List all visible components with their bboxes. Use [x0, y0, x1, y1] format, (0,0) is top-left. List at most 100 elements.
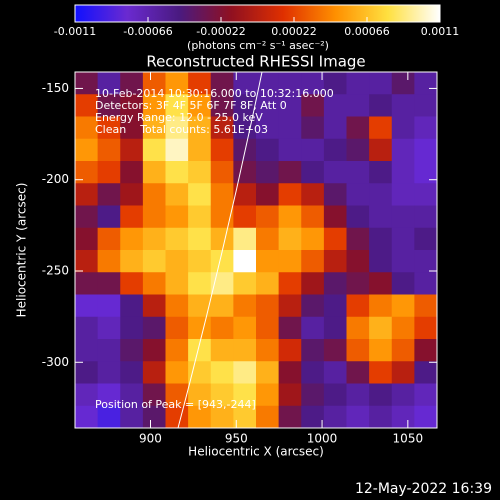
cell: [278, 339, 302, 362]
cell: [346, 94, 370, 117]
cell: [346, 227, 370, 251]
cell: [75, 405, 99, 428]
cell: [75, 250, 99, 273]
cell: [210, 94, 234, 117]
cell: [391, 161, 415, 184]
cell: [414, 294, 437, 318]
cell: [120, 361, 144, 384]
cell: [301, 205, 325, 229]
cell: [188, 339, 212, 362]
cell: [391, 138, 415, 162]
cell: [369, 205, 393, 229]
cell: [97, 161, 121, 184]
cell: [346, 339, 370, 362]
footer: 12-May-2022 16:39: [355, 481, 492, 497]
cell: [210, 72, 234, 95]
cell: [391, 250, 415, 273]
cell: [142, 250, 166, 273]
cell: [256, 294, 280, 318]
cell: [97, 272, 121, 295]
chart-title: Reconstructed RHESSI Image: [146, 53, 365, 71]
cell: [120, 294, 144, 318]
cell: [142, 294, 166, 318]
cell: [210, 227, 234, 251]
cell: [142, 227, 166, 251]
cell: [323, 205, 347, 229]
cell: [346, 183, 370, 206]
cell: [369, 361, 393, 384]
colorbar: [74, 4, 441, 23]
cell: [391, 227, 415, 251]
cell: [210, 138, 234, 162]
cell: [142, 405, 166, 428]
cell: [142, 138, 166, 162]
cell: [346, 138, 370, 162]
cell: [120, 72, 144, 95]
cell: [233, 227, 257, 251]
cell: [75, 116, 99, 140]
cell: [97, 316, 121, 340]
cell: [414, 339, 437, 362]
cell: [278, 294, 302, 318]
cell: [233, 405, 257, 428]
x-tick-label: 1000: [307, 432, 338, 446]
cell: [165, 272, 189, 295]
cell: [278, 405, 302, 428]
cell: [120, 161, 144, 184]
cell: [256, 116, 280, 140]
cell: [256, 94, 280, 117]
cell: [323, 138, 347, 162]
cell: [391, 72, 415, 95]
cell: [323, 72, 347, 95]
cell: [188, 227, 212, 251]
cell: [142, 72, 166, 95]
annotation: Energy Range: 12.0 - 25.0 keV: [95, 111, 263, 124]
x-tick-label: 900: [139, 432, 162, 446]
cell: [188, 72, 212, 95]
cell: [120, 138, 144, 162]
cell: [301, 72, 325, 95]
cell: [278, 316, 302, 340]
cell: [142, 361, 166, 384]
cell: [369, 161, 393, 184]
cell: [165, 383, 189, 407]
cell: [120, 250, 144, 273]
cell: [233, 205, 257, 229]
cell: [301, 116, 325, 140]
cell: [188, 316, 212, 340]
cell: [97, 383, 121, 407]
cell: [233, 250, 257, 273]
cell: [278, 138, 302, 162]
cell: [391, 383, 415, 407]
plot-frame: [74, 71, 438, 429]
cell: [256, 205, 280, 229]
colorbar-tick-label: 0.00022: [271, 25, 317, 38]
cell: [75, 383, 99, 407]
cell: [210, 294, 234, 318]
cell: [120, 183, 144, 206]
annotation: Detectors: 3F 4F 5F 6F 7F 8F, Att 0: [95, 99, 287, 112]
cell: [210, 361, 234, 384]
cell: [233, 316, 257, 340]
x-tick-label: 1050: [393, 432, 424, 446]
cell: [233, 94, 257, 117]
cell: [346, 205, 370, 229]
cell: [301, 316, 325, 340]
cell: [369, 116, 393, 140]
cell: [369, 383, 393, 407]
cell: [75, 94, 99, 117]
cell: [165, 138, 189, 162]
cell: [369, 272, 393, 295]
cell: [97, 116, 121, 140]
cell: [256, 227, 280, 251]
cell: [346, 361, 370, 384]
cell: [210, 205, 234, 229]
cell: [256, 339, 280, 362]
cell: [97, 72, 121, 95]
cell: [323, 339, 347, 362]
cell: [301, 161, 325, 184]
cell: [301, 227, 325, 251]
cell: [346, 116, 370, 140]
cell: [233, 383, 257, 407]
cell: [188, 161, 212, 184]
